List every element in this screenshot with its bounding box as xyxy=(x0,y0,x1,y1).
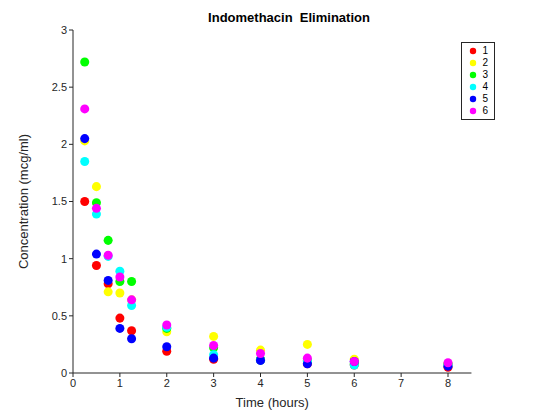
html-text:1: 1 xyxy=(482,45,488,56)
svg-text:0.5: 0.5 xyxy=(52,310,67,322)
html-text:4: 4 xyxy=(482,81,488,92)
html-text:2: 2 xyxy=(482,57,488,68)
svg-text:7: 7 xyxy=(398,377,404,389)
html-text:5: 5 xyxy=(482,93,488,104)
html-text:6: 6 xyxy=(482,105,488,116)
svg-text:Concentration (mcg/ml): Concentration (mcg/ml) xyxy=(16,134,31,269)
svg-text:2.5: 2.5 xyxy=(52,81,67,93)
svg-text:Time (hours): Time (hours) xyxy=(236,395,309,410)
html-text:Indomethacin Elimination: Indomethacin Elimination xyxy=(208,10,370,25)
svg-text:8: 8 xyxy=(445,377,451,389)
svg-text:1.5: 1.5 xyxy=(52,195,67,207)
svg-text:2: 2 xyxy=(61,138,67,150)
html-text:3: 3 xyxy=(482,69,488,80)
svg-text:0: 0 xyxy=(70,377,76,389)
svg-text:5: 5 xyxy=(304,377,310,389)
svg-text:2: 2 xyxy=(164,377,170,389)
svg-text:4: 4 xyxy=(257,377,263,389)
svg-text:3: 3 xyxy=(61,24,67,36)
svg-text:3: 3 xyxy=(211,377,217,389)
svg-text:6: 6 xyxy=(351,377,357,389)
svg-text:1: 1 xyxy=(61,253,67,265)
svg-text:1: 1 xyxy=(117,377,123,389)
svg-text:0: 0 xyxy=(61,367,67,379)
